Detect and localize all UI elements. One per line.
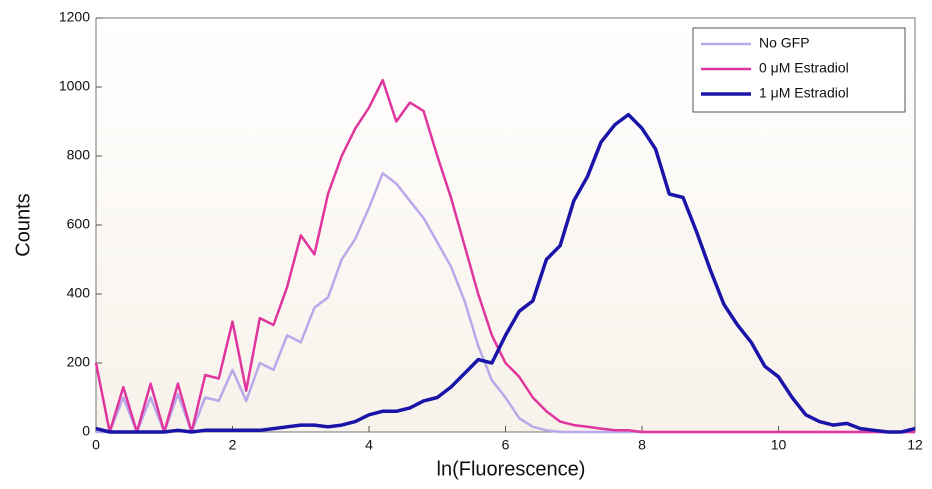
x-tick-label: 2 (229, 437, 237, 453)
x-tick-label: 12 (907, 437, 923, 453)
data-line (95, 112, 916, 434)
y-tick-label: 600 (67, 216, 91, 232)
legend-label: 1 μM Estradiol (759, 85, 849, 101)
y-tick-label: 200 (67, 354, 91, 370)
x-tick-label: 8 (638, 437, 646, 453)
data-line (94, 78, 915, 434)
legend-label: No GFP (759, 35, 810, 51)
y-tick-label: 400 (67, 285, 91, 301)
y-axis-label: Counts (12, 193, 34, 256)
x-tick-label: 10 (771, 437, 787, 453)
x-axis-label: ln(Fluorescence) (437, 458, 586, 480)
y-tick-label: 800 (67, 147, 91, 163)
x-tick-label: 4 (365, 437, 373, 453)
y-tick-label: 0 (82, 423, 90, 439)
legend-label: 0 μM Estradiol (759, 60, 849, 76)
y-tick-label: 1000 (59, 78, 90, 94)
y-tick-label: 1200 (59, 9, 90, 25)
x-tick-label: 0 (92, 437, 100, 453)
x-tick-label: 6 (502, 437, 510, 453)
